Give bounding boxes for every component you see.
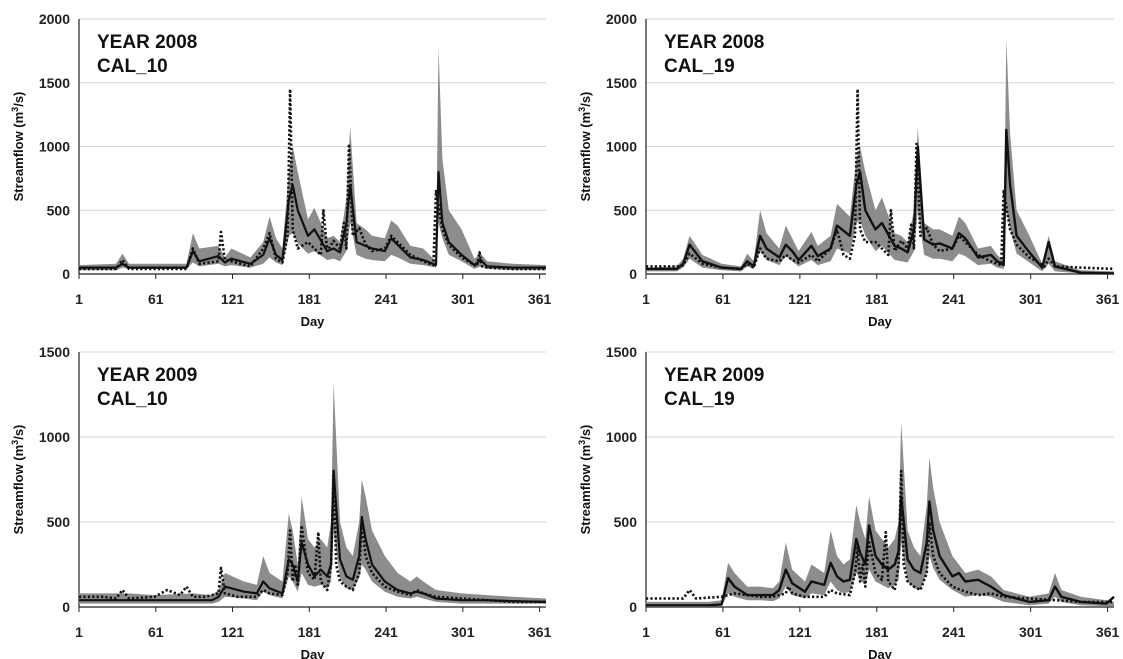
x-tick-label: 361 xyxy=(528,624,552,640)
y-axis-label: Streamflow (m3/s) xyxy=(577,425,593,535)
y-tick-label: 1500 xyxy=(606,75,637,91)
x-tick-label: 301 xyxy=(451,291,475,307)
x-tick-label: 361 xyxy=(1096,291,1120,307)
chart-panel-2008-cal19: 0 500 1000 1500 2000 1 61 121 181 241 301 361 YEAR 2… xyxy=(577,11,1120,329)
x-tick-label: 241 xyxy=(942,624,966,640)
x-tick-label: 241 xyxy=(942,291,966,307)
x-tick-label: 181 xyxy=(298,624,322,640)
x-tick-label: 301 xyxy=(1019,624,1043,640)
y-tick-label: 1500 xyxy=(606,344,637,360)
y-tick-label: 0 xyxy=(629,599,637,615)
panel-title-line: YEAR 2008 xyxy=(664,32,764,53)
uncertainty-band xyxy=(79,382,546,604)
x-tick-label: 181 xyxy=(298,291,322,307)
x-tick-label: 61 xyxy=(148,291,164,307)
panel-title-line: CAL_10 xyxy=(97,56,168,77)
observed-streamflow-line xyxy=(646,87,1115,271)
x-tick-label: 1 xyxy=(75,624,83,640)
x-tick-label: 61 xyxy=(715,624,731,640)
x-tick-label: 361 xyxy=(528,291,552,307)
x-axis-label: Day xyxy=(301,647,326,659)
x-tick-label: 121 xyxy=(788,291,812,307)
y-axis-label: Streamflow (m3/s) xyxy=(577,92,593,202)
panel-title-line: CAL_19 xyxy=(664,389,735,410)
y-tick-label: 1500 xyxy=(39,344,70,360)
x-tick-label: 301 xyxy=(1019,291,1043,307)
chart-panel-2008-cal10: 0 500 1000 1500 2000 1 61 121 181 241 301 361 YEAR 2… xyxy=(10,11,552,329)
x-tick-label: 61 xyxy=(148,624,164,640)
x-tick-label: 1 xyxy=(75,291,83,307)
y-tick-label: 2000 xyxy=(39,11,70,27)
panel-title-line: CAL_19 xyxy=(664,56,735,77)
observed-streamflow-line xyxy=(79,87,546,271)
y-tick-label: 1000 xyxy=(606,139,637,155)
x-tick-label: 121 xyxy=(788,624,812,640)
x-tick-label: 121 xyxy=(221,624,245,640)
x-tick-label: 1 xyxy=(642,291,650,307)
x-tick-label: 241 xyxy=(374,291,398,307)
y-tick-label: 1500 xyxy=(39,75,70,91)
x-axis-label: Day xyxy=(301,314,326,329)
uncertainty-band xyxy=(646,421,1114,607)
panel-title-line: CAL_10 xyxy=(97,389,168,410)
y-axis-label: Streamflow (m3/s) xyxy=(10,425,26,535)
x-tick-label: 61 xyxy=(715,291,731,307)
panel-title-line: YEAR 2009 xyxy=(97,365,197,386)
x-tick-label: 121 xyxy=(221,291,245,307)
x-tick-label: 361 xyxy=(1096,624,1120,640)
simulated-streamflow-line xyxy=(79,170,546,269)
x-tick-label: 181 xyxy=(865,291,889,307)
y-axis-label: Streamflow (m3/s) xyxy=(10,92,26,202)
chart-panel-2009-cal10: 0 500 1000 1500 1 61 121 181 241 301 361 YEAR 2009 C… xyxy=(10,344,552,659)
y-tick-label: 500 xyxy=(614,202,638,218)
y-tick-label: 1000 xyxy=(39,429,70,445)
uncertainty-band xyxy=(79,47,546,271)
y-tick-label: 500 xyxy=(614,514,638,530)
simulated-streamflow-line xyxy=(646,495,1115,607)
y-tick-label: 0 xyxy=(629,266,637,282)
x-tick-label: 1 xyxy=(642,624,650,640)
y-tick-label: 1000 xyxy=(39,139,70,155)
y-tick-label: 500 xyxy=(47,514,71,530)
y-tick-label: 0 xyxy=(62,599,70,615)
x-tick-label: 241 xyxy=(374,624,398,640)
x-axis-label: Day xyxy=(868,314,893,329)
observed-streamflow-line xyxy=(79,469,546,604)
y-tick-label: 2000 xyxy=(606,11,637,27)
observed-streamflow-line xyxy=(646,469,1114,604)
chart-panel-2009-cal19: 0 500 1000 1500 1 61 121 181 241 301 361 YEAR 2009 C… xyxy=(577,344,1120,659)
y-tick-label: 1000 xyxy=(606,429,637,445)
y-tick-label: 0 xyxy=(62,266,70,282)
x-tick-label: 181 xyxy=(865,624,889,640)
x-tick-label: 301 xyxy=(451,624,475,640)
panel-title-line: YEAR 2008 xyxy=(97,32,197,53)
x-axis-label: Day xyxy=(868,647,893,659)
y-tick-label: 500 xyxy=(47,202,71,218)
panel-title-line: YEAR 2009 xyxy=(664,365,764,386)
